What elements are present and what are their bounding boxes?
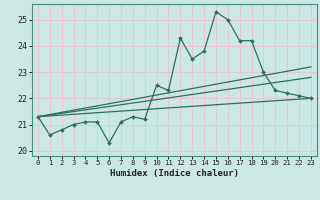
X-axis label: Humidex (Indice chaleur): Humidex (Indice chaleur): [110, 169, 239, 178]
